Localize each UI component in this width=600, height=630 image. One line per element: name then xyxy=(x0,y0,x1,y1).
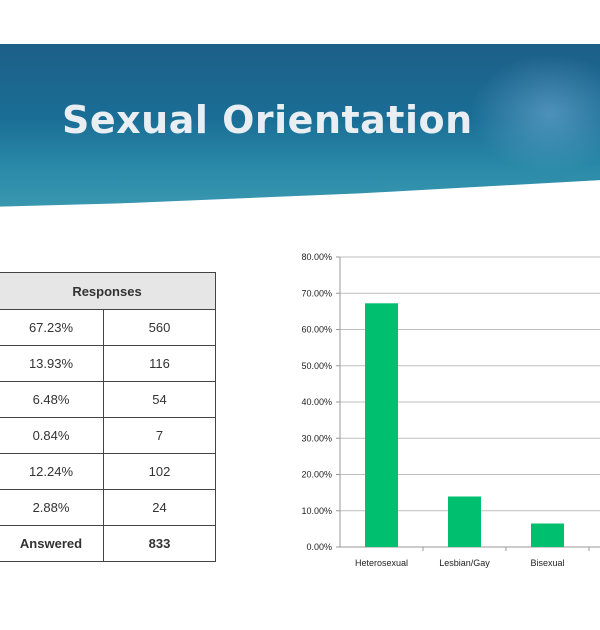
bar xyxy=(365,303,398,547)
y-tick-label: 40.00% xyxy=(301,397,332,407)
count-cell: 560 xyxy=(103,309,216,346)
responses-table: Responses 67.23% 560 13.93% 116 6.48% 54… xyxy=(0,272,216,562)
count-cell: 7 xyxy=(103,417,216,454)
y-tick-label: 10.00% xyxy=(301,506,332,516)
count-cell: 116 xyxy=(103,345,216,382)
title-banner xyxy=(0,44,600,207)
count-cell: 24 xyxy=(103,489,216,526)
table-total-row: Answered 833 xyxy=(0,525,216,562)
y-tick-label: 20.00% xyxy=(301,470,332,480)
table-row: 2.88% 24 xyxy=(0,489,216,526)
bar-chart: 0.00% 10.00% 20.00% 30.00% 40.00% 50.00% 60.00… xyxy=(301,252,600,568)
y-tick-label: 60.00% xyxy=(301,325,332,335)
bar xyxy=(448,496,481,547)
table-row: 6.48% 54 xyxy=(0,381,216,418)
count-cell: 102 xyxy=(103,453,216,490)
y-tick-label: 80.00% xyxy=(301,252,332,262)
x-tick-label: Heterosexual xyxy=(355,558,408,568)
table-row: 13.93% 116 xyxy=(0,345,216,382)
table-row: 67.23% 560 xyxy=(0,309,216,346)
table-header-row: Responses xyxy=(0,272,216,310)
answered-label: Answered xyxy=(0,525,104,562)
y-tick-label: 70.00% xyxy=(301,288,332,298)
slide-title: Sexual Orientation xyxy=(62,98,473,142)
table-row: 12.24% 102 xyxy=(0,453,216,490)
responses-header: Responses xyxy=(0,272,216,310)
percent-cell: 2.88% xyxy=(0,489,104,526)
count-cell: 54 xyxy=(103,381,216,418)
x-tick-label: Lesbian/Gay xyxy=(439,558,490,568)
y-tick-label: 50.00% xyxy=(301,361,332,371)
percent-cell: 12.24% xyxy=(0,453,104,490)
percent-cell: 6.48% xyxy=(0,381,104,418)
y-tick-label: 30.00% xyxy=(301,433,332,443)
percent-cell: 0.84% xyxy=(0,417,104,454)
table-row: 0.84% 7 xyxy=(0,417,216,454)
percent-cell: 13.93% xyxy=(0,345,104,382)
y-tick-label: 0.00% xyxy=(306,542,332,552)
x-tick-label: Bisexual xyxy=(530,558,564,568)
percent-cell: 67.23% xyxy=(0,309,104,346)
bar xyxy=(531,523,564,547)
banner-glow xyxy=(470,54,600,174)
answered-count: 833 xyxy=(103,525,216,562)
